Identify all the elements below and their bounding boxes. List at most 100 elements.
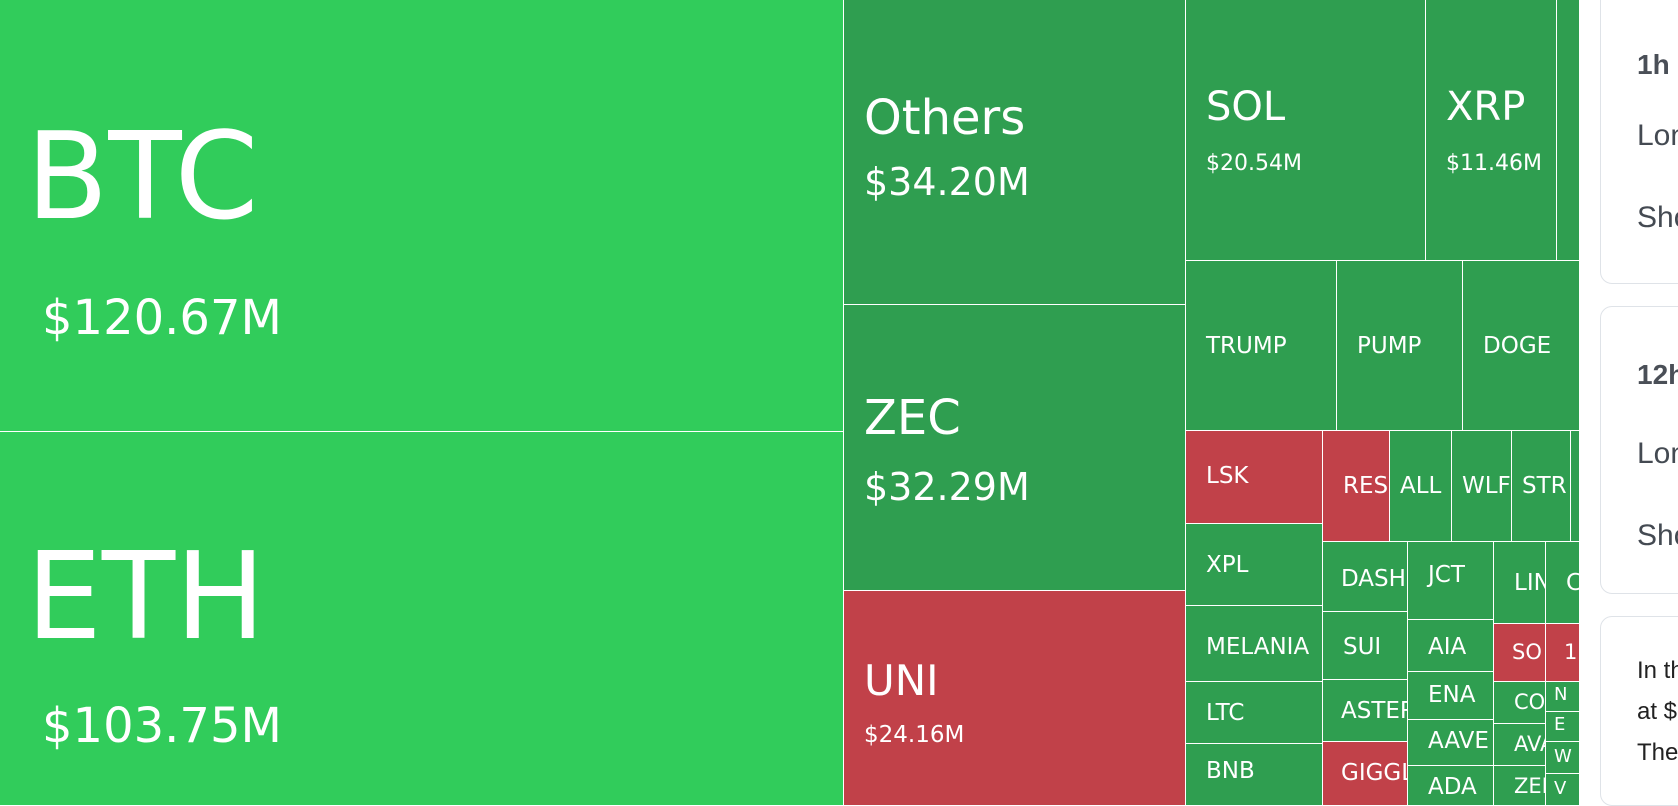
tile-reso[interactable]: RESO [1323,431,1390,542]
tile-c[interactable]: C [1546,542,1580,624]
tile-value: $24.16M [864,722,965,748]
tile-symbol: N [1554,684,1568,705]
tile-symbol: LSK [1206,463,1249,489]
tile-eth[interactable]: ETH $103.75M [0,432,844,806]
tile-symbol: DASH [1341,566,1406,592]
tile-wlf[interactable]: WLF [1452,431,1512,542]
tile-symbol: DOGE [1483,333,1552,359]
tile-all[interactable]: ALL [1390,431,1452,542]
tile-aia[interactable]: AIA [1408,620,1494,672]
tile-bnb[interactable]: BNB [1186,744,1323,806]
tile-symbol: SUI [1343,634,1382,660]
tile-filler[interactable] [1557,0,1580,261]
tile-giggle[interactable]: GIGGLE [1323,742,1408,806]
panel-12h-long-label: Lon [1637,437,1678,470]
tile-e[interactable]: E [1546,712,1580,742]
tile-symbol: BNB [1206,758,1255,784]
tile-trump[interactable]: TRUMP [1186,261,1337,431]
tile-symbol: E [1554,714,1566,735]
tile-symbol: AVA [1514,732,1545,756]
tile-symbol: ENA [1428,682,1476,708]
tile-symbol: MELANIA [1206,634,1310,660]
liquidation-treemap: BTC $120.67M ETH $103.75M Others $34.20M ZEC $3… [0,0,1580,806]
tile-value: $34.20M [864,160,1030,204]
tile-value: $120.67M [42,290,282,346]
tile-zec[interactable]: ZEC $32.29M [844,305,1186,591]
tile-aave[interactable]: AAVE [1408,720,1494,766]
tile-aster[interactable]: ASTER [1323,680,1408,742]
tile-ltc[interactable]: LTC [1186,682,1323,744]
tile-symbol: ETH [26,528,266,667]
tile-symbol: C [1566,570,1579,596]
tile-symbol: XRP [1446,84,1526,130]
tile-sol[interactable]: SOL $20.54M [1186,0,1426,261]
panel-1h-long-label: Lon [1637,119,1678,152]
tile-xpl[interactable]: XPL [1186,524,1323,606]
panel-1h: 1h Lon Sho [1600,0,1678,284]
tile-symbol: ZEC [864,390,961,446]
tile-symbol: AAVE [1428,728,1489,754]
tile-symbol: SO [1512,640,1542,664]
tile-lsk[interactable]: LSK [1186,431,1323,524]
tile-pump[interactable]: PUMP [1337,261,1463,431]
tile-doge[interactable]: DOGE [1463,261,1580,431]
tile-symbol: ASTER [1341,698,1407,724]
tile-ada[interactable]: ADA [1408,766,1494,806]
panel-12h-title: 12h [1637,359,1678,390]
tile-jct[interactable]: JCT [1408,542,1494,620]
panel-1h-title: 1h [1637,49,1670,80]
tile-melania[interactable]: MELANIA [1186,606,1323,682]
tile-so[interactable]: SO [1494,624,1546,682]
tile-value: $103.75M [42,698,282,754]
panel-summary: In th at $ The [1600,616,1678,806]
tile-btc[interactable]: BTC $120.67M [0,0,844,432]
tile-others[interactable]: Others $34.20M [844,0,1186,305]
tile-xrp[interactable]: XRP $11.46M [1426,0,1557,261]
tile-symbol: LTC [1206,700,1245,726]
tile-symbol: LIN [1514,570,1545,596]
tile-n[interactable]: N [1546,682,1580,712]
tile-symbol: WLF [1462,473,1511,499]
summary-line-1: In th [1637,657,1678,684]
tile-1[interactable]: 1 [1546,624,1580,682]
tile-symbol: W [1554,746,1572,767]
tile-symbol: CO [1514,690,1546,714]
tile-symbol: SOL [1206,84,1286,130]
tile-str[interactable]: STR [1512,431,1571,542]
tile-symbol: ZEN [1514,774,1545,798]
tile-symbol: PUMP [1357,333,1422,359]
panel-12h: 12h Lon Sho [1600,306,1678,594]
panel-12h-short-label: Sho [1637,519,1678,552]
tile-symbol: 1 [1564,640,1578,664]
tile-symbol: V [1554,778,1567,799]
tile-ava[interactable]: AVA [1494,724,1546,766]
tile-symbol: TRUMP [1206,333,1287,359]
summary-line-3: The [1637,739,1678,766]
tile-ena[interactable]: ENA [1408,672,1494,720]
tile-w[interactable]: W [1546,742,1580,774]
tile-symbol: ALL [1400,473,1442,499]
tile-value: $20.54M [1206,151,1302,176]
tile-symbol: AIA [1428,634,1467,660]
tile-symbol: GIGGLE [1341,760,1407,786]
tile-symbol: XPL [1206,552,1249,578]
tile-sui[interactable]: SUI [1323,612,1408,680]
tile-dash[interactable]: DASH [1323,542,1408,612]
summary-line-2: at $ [1637,698,1678,725]
tile-lin[interactable]: LIN [1494,542,1546,624]
tile-co[interactable]: CO [1494,682,1546,724]
tile-filler[interactable] [1571,431,1580,542]
tile-symbol: BTC [26,108,259,247]
tile-symbol: RESO [1343,473,1389,499]
tile-zen[interactable]: ZEN [1494,766,1546,806]
tile-v[interactable]: V [1546,774,1580,806]
tile-value: $32.29M [864,465,1030,509]
tile-symbol: ADA [1428,774,1477,800]
tile-symbol: STR [1522,473,1567,499]
tile-value: $11.46M [1446,151,1542,176]
panel-1h-short-label: Sho [1637,201,1678,234]
tile-symbol: JCT [1428,562,1465,588]
tile-uni[interactable]: UNI $24.16M [844,591,1186,806]
tile-symbol: Others [864,90,1026,146]
tile-symbol: UNI [864,656,939,705]
